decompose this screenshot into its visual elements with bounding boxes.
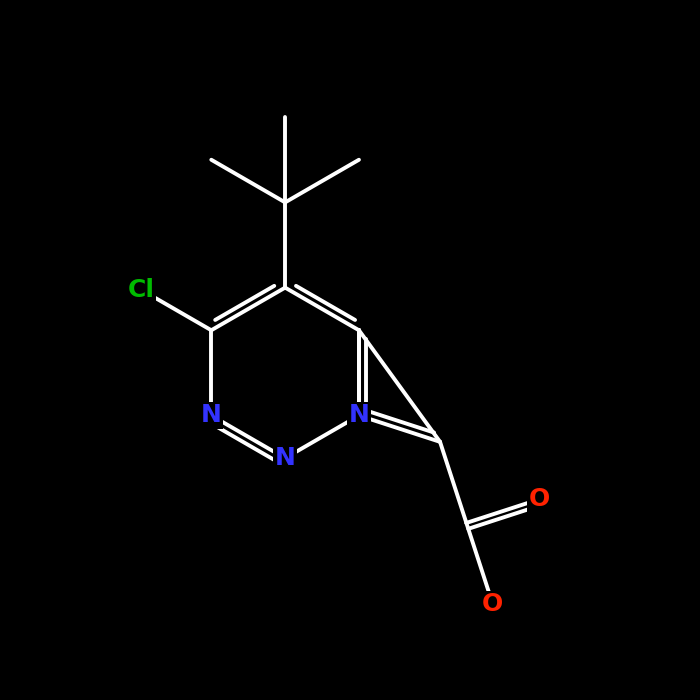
Text: O: O — [482, 592, 503, 616]
Text: N: N — [274, 446, 295, 470]
Text: Cl: Cl — [127, 278, 154, 302]
Text: N: N — [349, 403, 370, 428]
Text: O: O — [528, 487, 550, 511]
Text: N: N — [201, 403, 222, 428]
